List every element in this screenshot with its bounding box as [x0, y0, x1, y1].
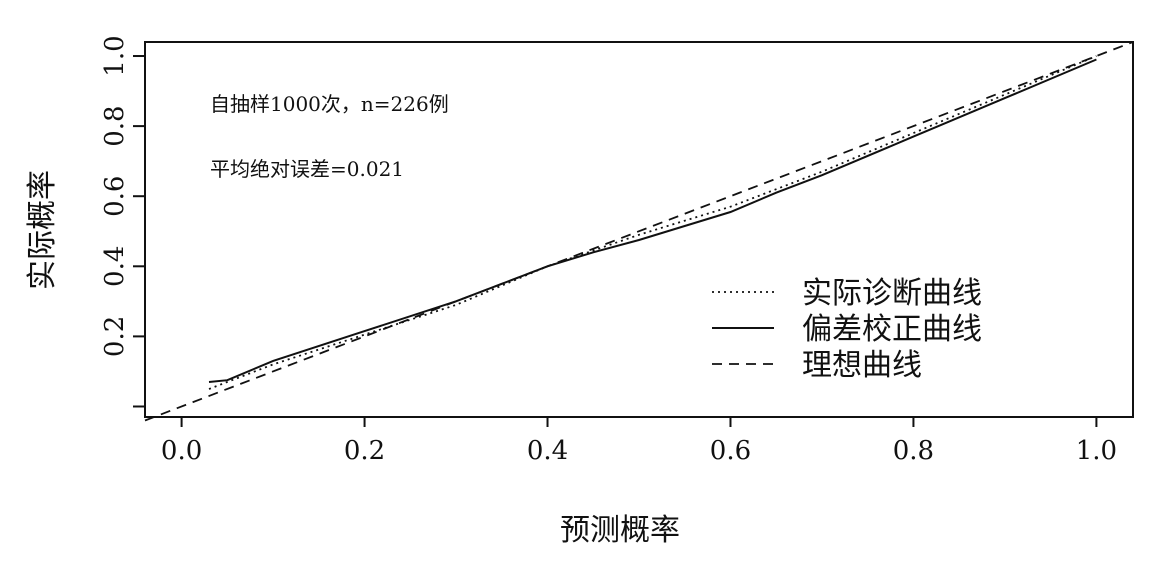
x-tick-label: 0.8 — [893, 436, 934, 466]
x-axis-title: 预测概率 — [560, 513, 680, 548]
x-tick-label: 0.0 — [161, 436, 202, 466]
legend-label-2: 偏差校正曲线 — [802, 312, 982, 347]
plot-frame — [144, 41, 1134, 418]
legend-label-3: 理想曲线 — [802, 348, 922, 383]
y-axis: 0.2 0.4 0.6 0.8 1.0 — [100, 35, 145, 408]
series-layer — [144, 41, 1134, 422]
y-tick-label: 0.6 — [100, 176, 130, 217]
series-line-2 — [208, 58, 1097, 383]
annotation-bootstrap: 自抽样1000次，n=226例 — [210, 92, 449, 116]
y-tick-label: 0.8 — [100, 105, 130, 146]
y-tick-label: 0.2 — [100, 316, 130, 357]
x-tick-label: 0.4 — [527, 436, 568, 466]
series-line-3 — [144, 41, 1134, 422]
x-tick-label: 1.0 — [1076, 436, 1117, 466]
y-tick-label: 1.0 — [100, 35, 130, 76]
x-tick-label: 0.6 — [710, 436, 751, 466]
y-tick-label: 0.4 — [100, 246, 130, 287]
x-axis: 0.0 0.2 0.4 0.6 0.8 1.0 — [161, 417, 1117, 466]
annotation-mae: 平均绝对误差=0.021 — [210, 157, 404, 181]
x-tick-label: 0.2 — [344, 436, 385, 466]
y-axis-title: 实际概率 — [25, 170, 60, 290]
series-line-1 — [208, 55, 1097, 390]
legend-label-1: 实际诊断曲线 — [802, 276, 982, 311]
